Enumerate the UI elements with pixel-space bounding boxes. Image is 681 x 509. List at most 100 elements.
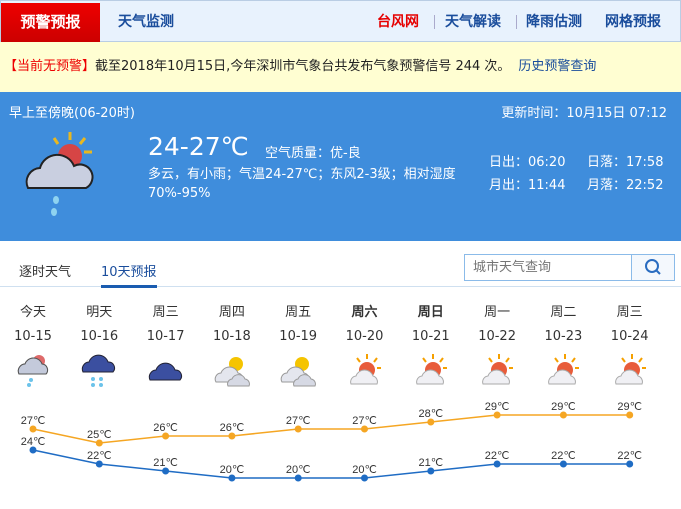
data-label: 26℃ bbox=[153, 422, 178, 434]
data-point bbox=[559, 411, 567, 419]
moonset: 月落：22:52 bbox=[587, 178, 664, 193]
data-label: 27℃ bbox=[21, 415, 46, 427]
cloud-rain-icon bbox=[17, 355, 49, 387]
data-point bbox=[361, 425, 368, 433]
forecast-tabs: 逐时天气 10天预报 bbox=[0, 241, 681, 288]
data-label: 20℃ bbox=[220, 464, 245, 476]
series-line-1 bbox=[32, 449, 630, 479]
city-search-input[interactable] bbox=[465, 255, 631, 280]
link-grid-forecast[interactable]: 网格预报 bbox=[605, 14, 661, 30]
alert-text: 截至2018年10月15日,今年深圳市气象台共发布气象预警信号 244 次。 bbox=[95, 59, 511, 74]
partly-sunny-icon bbox=[482, 354, 514, 385]
data-label: 24℃ bbox=[21, 436, 46, 448]
data-label: 22℃ bbox=[551, 450, 576, 462]
data-label: 29℃ bbox=[551, 401, 576, 413]
data-label: 25℃ bbox=[87, 429, 112, 441]
data-label: 21℃ bbox=[153, 457, 178, 469]
partly-sunny-icon bbox=[548, 354, 580, 385]
forecast-date: 10-24 bbox=[610, 329, 649, 344]
data-point bbox=[294, 474, 302, 482]
dark-cloud-rain-icon bbox=[82, 354, 116, 387]
data-label: 20℃ bbox=[286, 464, 311, 476]
forecast-weekday: 今天 bbox=[19, 305, 46, 320]
data-point bbox=[559, 460, 567, 468]
divider bbox=[434, 15, 435, 29]
series-line-0 bbox=[32, 414, 630, 444]
weather-description: 多云，有小雨；气温24-27℃；东风2-3级；相对湿度70%-95% bbox=[148, 167, 456, 201]
partly-sunny-icon bbox=[415, 354, 447, 385]
moonrise: 月出：11:44 bbox=[489, 178, 566, 193]
tab-10-day[interactable]: 10天预报 bbox=[101, 261, 157, 288]
alert-status: 【当前无预警】 bbox=[4, 59, 96, 74]
cloudy-icon bbox=[280, 357, 317, 387]
link-typhoon[interactable]: 台风网 bbox=[377, 14, 419, 30]
partly-sunny-icon bbox=[614, 354, 646, 385]
search-icon bbox=[645, 259, 661, 275]
data-point bbox=[626, 460, 634, 468]
data-point bbox=[95, 439, 103, 447]
data-label: 22℃ bbox=[617, 450, 642, 462]
data-label: 21℃ bbox=[419, 457, 444, 469]
data-point bbox=[493, 411, 501, 419]
data-point bbox=[294, 425, 302, 433]
forecast-weekday: 周三 bbox=[616, 305, 643, 320]
data-label: 22℃ bbox=[485, 450, 510, 462]
forecast-weekday: 周五 bbox=[285, 305, 312, 320]
data-point bbox=[29, 425, 37, 433]
data-label: 28℃ bbox=[419, 408, 444, 420]
tab-weather-monitor[interactable]: 天气监测 bbox=[118, 14, 174, 30]
data-label: 27℃ bbox=[286, 415, 311, 427]
forecast-period: 早上至傍晚(06-20时) bbox=[9, 106, 135, 121]
forecast-date: 10-20 bbox=[345, 329, 384, 344]
history-alert-link[interactable]: 历史预警查询 bbox=[518, 59, 597, 74]
data-point bbox=[361, 474, 368, 482]
data-point bbox=[162, 467, 170, 475]
forecast-date: 10-21 bbox=[411, 329, 450, 344]
temperature-chart: 27℃ 25℃ 26℃ 26℃ 27℃ 27℃ 28℃ 29℃ 29℃ 29℃ 24℃ 22℃ 21℃ 2… bbox=[21, 401, 642, 482]
forecast-weekday: 周六 bbox=[351, 305, 378, 320]
data-label: 22℃ bbox=[87, 450, 112, 462]
data-point bbox=[427, 467, 435, 475]
forecast-date: 10-19 bbox=[279, 329, 318, 344]
data-label: 29℃ bbox=[617, 401, 642, 413]
forecast-date: 10-23 bbox=[544, 329, 583, 344]
data-point bbox=[95, 460, 103, 468]
alert-bar: 【当前无预警】截至2018年10月15日,今年深圳市气象台共发布气象预警信号 2… bbox=[0, 42, 681, 92]
forecast-weekday: 周四 bbox=[218, 305, 245, 320]
forecast-weekday: 周一 bbox=[484, 305, 511, 320]
dark-cloud-icon bbox=[148, 362, 182, 381]
data-label: 29℃ bbox=[485, 401, 510, 413]
city-search bbox=[464, 254, 675, 281]
forecast-weekday: 明天 bbox=[86, 305, 113, 320]
link-weather-analysis[interactable]: 天气解读 bbox=[445, 14, 501, 30]
forecast-weekday: 周日 bbox=[417, 305, 444, 320]
data-point bbox=[228, 432, 236, 440]
forecast-date: 10-15 bbox=[14, 329, 52, 344]
data-point bbox=[626, 411, 634, 419]
data-label: 26℃ bbox=[220, 422, 245, 434]
temperature-range: 24-27℃ bbox=[148, 132, 249, 161]
current-weather-panel: 早上至傍晚(06-20时) 更新时间：10月15日 07:12 24-27℃ 空… bbox=[0, 92, 681, 241]
data-point bbox=[228, 474, 236, 482]
air-quality: 空气质量：优-良 bbox=[265, 146, 361, 161]
forecast-date: 10-16 bbox=[80, 329, 119, 344]
forecast-weekday: 周三 bbox=[152, 305, 179, 320]
partly-sunny-icon bbox=[349, 354, 381, 385]
data-label: 20℃ bbox=[352, 464, 377, 476]
forecast-date: 10-17 bbox=[146, 329, 185, 344]
search-button[interactable] bbox=[631, 255, 674, 280]
data-point bbox=[29, 446, 37, 454]
data-point bbox=[427, 418, 435, 426]
sunset: 日落：17:58 bbox=[587, 155, 664, 170]
tab-hourly[interactable]: 逐时天气 bbox=[19, 265, 72, 280]
sunrise: 日出：06:20 bbox=[489, 155, 566, 170]
link-rain-estimate[interactable]: 降雨估测 bbox=[526, 14, 582, 30]
update-time: 更新时间：10月15日 07:12 bbox=[501, 106, 667, 121]
divider bbox=[516, 15, 517, 29]
tab-warning-forecast[interactable]: 预警预报 bbox=[1, 3, 100, 42]
cloudy-light-rain-icon bbox=[25, 132, 94, 216]
cloudy-icon bbox=[214, 357, 250, 387]
data-point bbox=[162, 432, 170, 440]
data-label: 27℃ bbox=[352, 415, 377, 427]
forecast-weekday: 周二 bbox=[550, 305, 577, 320]
